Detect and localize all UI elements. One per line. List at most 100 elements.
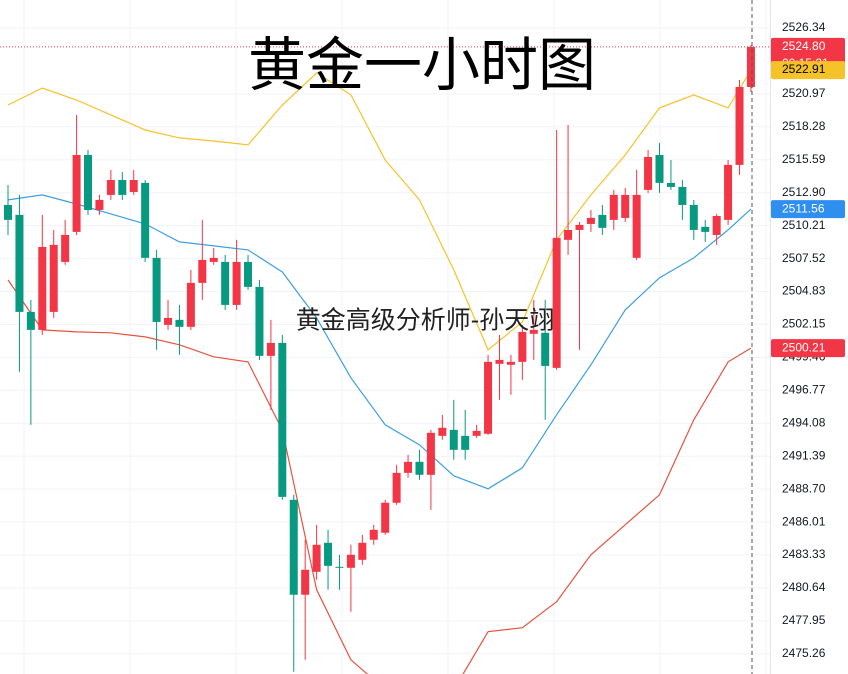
price-axis: 2526.34 2520.97 2518.28 2515.59 2512.90 2510.… — [771, 20, 845, 660]
candle-body — [289, 499, 298, 595]
candle-body — [198, 259, 207, 283]
candle-body — [266, 342, 275, 356]
candle-body — [701, 226, 710, 232]
candle-body — [724, 164, 733, 220]
price-label-box — [771, 61, 845, 80]
y-tick-label: 2486.01 — [782, 514, 826, 528]
candle-body — [221, 261, 230, 305]
candle-body — [346, 554, 355, 568]
candle-body — [712, 215, 721, 235]
candle-body — [541, 332, 550, 366]
y-tick-label: 2483.33 — [782, 547, 826, 561]
candle-body — [575, 224, 584, 230]
candle-body — [644, 156, 653, 190]
candle-body — [15, 214, 24, 312]
candle-body — [358, 542, 367, 560]
candle-body — [552, 237, 561, 368]
y-tick-label: 2494.08 — [782, 415, 826, 429]
y-tick-label: 2477.95 — [782, 613, 826, 627]
candle-body — [95, 199, 104, 210]
candle-body — [438, 427, 447, 436]
candle-body — [484, 361, 493, 434]
y-tick-label: 2475.26 — [782, 646, 826, 660]
candle-body — [449, 429, 458, 450]
y-tick-label: 2496.77 — [782, 382, 826, 396]
candle-body — [26, 311, 35, 330]
candle-body — [632, 194, 641, 258]
y-tick-label: 2491.39 — [782, 448, 826, 462]
candle-body — [152, 257, 161, 322]
y-tick-label: 2518.28 — [782, 119, 826, 133]
price-label: 2524.80 — [782, 39, 826, 53]
candle-body — [141, 182, 150, 258]
y-tick-label: 2526.34 — [782, 20, 826, 34]
candle-body — [232, 261, 241, 305]
candle-body — [61, 234, 70, 262]
candle-body — [186, 282, 195, 327]
candle-body — [564, 229, 573, 240]
candle-body — [598, 214, 607, 228]
candle-body — [209, 257, 218, 262]
candle-body — [278, 342, 287, 497]
candle-body — [746, 46, 755, 87]
y-tick-label: 2520.97 — [782, 86, 826, 100]
y-tick-label: 2510.21 — [782, 218, 826, 232]
y-tick-label: 2512.90 — [782, 185, 826, 199]
candle-body — [106, 179, 115, 195]
candle-body — [129, 179, 138, 192]
y-tick-label: 2488.70 — [782, 481, 826, 495]
price-label-box — [771, 339, 845, 358]
candle-body — [72, 154, 81, 232]
candle-body — [609, 194, 618, 220]
candle-body — [529, 329, 538, 334]
candle-body — [392, 472, 401, 503]
candle-body — [381, 502, 390, 533]
candle-body — [175, 319, 184, 327]
candle-body — [506, 361, 515, 365]
price-label-box — [771, 200, 845, 219]
candle-body — [324, 542, 333, 566]
candle-body — [301, 569, 310, 595]
candle-body — [244, 261, 253, 287]
y-tick-label: 2507.52 — [782, 251, 826, 265]
y-tick-label: 2515.59 — [782, 152, 826, 166]
band-line — [7, 194, 752, 490]
candle-body — [586, 217, 595, 224]
band-line — [7, 69, 752, 351]
candle-body — [38, 246, 47, 330]
candle-body — [735, 86, 744, 165]
candle-body — [472, 430, 481, 436]
candle-body — [415, 461, 424, 475]
y-tick-label: 2502.15 — [782, 317, 826, 331]
candle-body — [164, 317, 173, 325]
candle-body — [335, 566, 344, 568]
candle-body — [118, 179, 127, 195]
candle-body — [666, 182, 675, 187]
price-label: 2511.56 — [782, 201, 825, 215]
y-tick-label: 2480.64 — [782, 580, 826, 594]
band-line — [7, 279, 752, 674]
plot-area — [0, 45, 770, 674]
chart-title: 黄金一小时图 — [248, 31, 596, 99]
candle-body — [426, 432, 435, 475]
candle-body — [255, 286, 264, 356]
candle-body — [4, 204, 12, 220]
price-label: 2500.21 — [782, 340, 826, 354]
candle-body — [689, 204, 698, 230]
candle-body — [621, 194, 630, 218]
candle-body — [404, 461, 413, 473]
candle-body — [369, 529, 378, 540]
price-label: 2522.91 — [782, 62, 826, 76]
candle-body — [49, 244, 58, 312]
candle-body — [495, 359, 504, 364]
watermark: 黄金高级分析师-孙天翊 — [296, 306, 554, 335]
candle-body — [312, 544, 321, 572]
candle-body — [655, 154, 664, 183]
candle-body — [678, 186, 687, 205]
candle-body — [461, 435, 470, 450]
candle-body — [518, 331, 527, 362]
y-tick-label: 2504.83 — [782, 284, 826, 298]
candle-body — [84, 154, 93, 210]
